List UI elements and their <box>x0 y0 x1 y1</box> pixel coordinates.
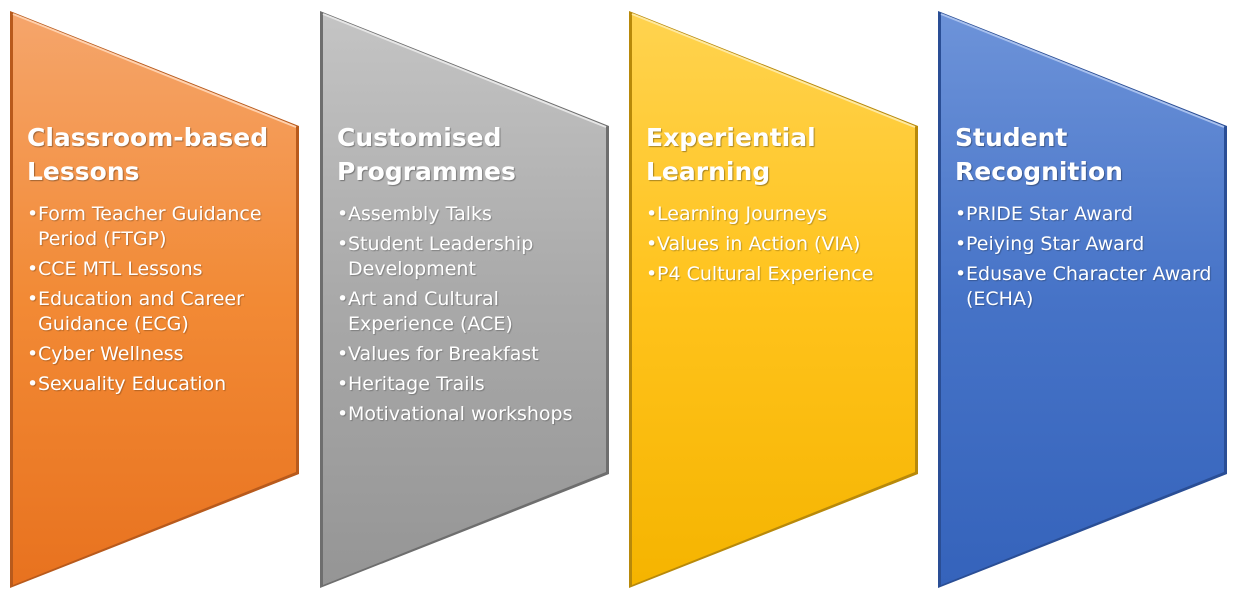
list-item: • Student Leadership Development <box>337 233 534 280</box>
list-item: • Values in Action (VIA) <box>646 233 861 255</box>
list-item: • Values for Breakfast <box>337 343 539 365</box>
list-item: • PRIDE Star Award <box>955 203 1133 225</box>
panel-item-list: • Assembly Talks • Student Leadership Deve… <box>337 202 599 427</box>
list-item: • Edusave Character Award (ECHA) <box>955 263 1212 310</box>
panel-title: Classroom-based Lessons <box>27 123 269 186</box>
panel-item-list: • PRIDE Star Award • Peiying Star Award • E… <box>955 202 1217 312</box>
list-item: • Cyber Wellness <box>27 343 184 365</box>
list-item: • Heritage Trails <box>337 373 485 395</box>
list-item: • Motivational workshops <box>337 403 573 425</box>
list-item: • Education and Career Guidance (ECG) <box>27 288 244 335</box>
panel-title: Student Recognition <box>955 123 1123 186</box>
panel-customised-programmes: Customised Programmes • Assembly Talks • S… <box>320 0 600 599</box>
list-item: • CCE MTL Lessons <box>27 258 203 280</box>
list-item: • Art and Cultural Experience (ACE) <box>337 288 513 335</box>
panel-title: Experiential Learning <box>646 123 816 186</box>
list-item: • Assembly Talks <box>337 203 492 225</box>
panel-classroom-based-lessons: Classroom-based Lessons • Form Teacher Gu… <box>10 0 290 599</box>
list-item: • Learning Journeys <box>646 203 828 225</box>
list-item: • Sexuality Education <box>27 373 227 395</box>
list-item: • Form Teacher Guidance Period (FTGP) <box>27 203 262 250</box>
panel-title: Customised Programmes <box>337 123 516 186</box>
list-item: • Peiying Star Award <box>955 233 1145 255</box>
list-item: • P4 Cultural Experience <box>646 263 874 285</box>
panel-item-list: • Form Teacher Guidance Period (FTGP) • CC… <box>27 202 289 397</box>
panel-experiential-learning: Experiential Learning • Learning Journeys… <box>629 0 909 599</box>
panel-item-list: • Learning Journeys • Values in Action (VI… <box>646 202 908 287</box>
panel-student-recognition: Student Recognition • PRIDE Star Award • P… <box>938 0 1218 599</box>
